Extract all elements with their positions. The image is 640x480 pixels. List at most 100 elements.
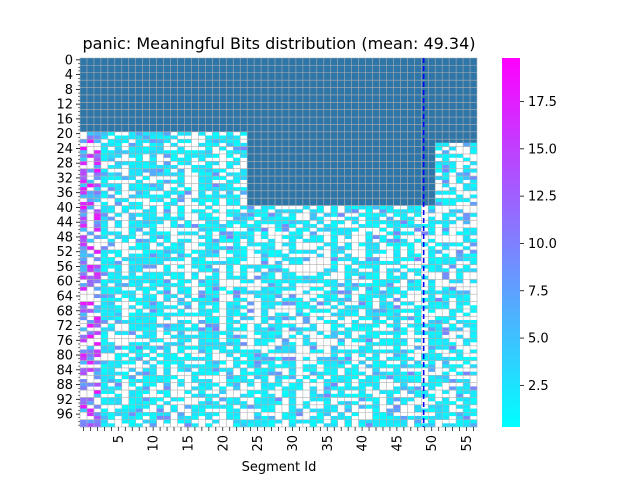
heatmap-cell <box>233 397 241 402</box>
heatmap-cell <box>135 165 143 169</box>
heatmap-cell <box>288 216 297 221</box>
heatmap-cell <box>205 415 213 420</box>
heatmap-cell <box>226 249 234 254</box>
heatmap-cell <box>344 268 352 273</box>
heatmap-cell <box>261 367 269 372</box>
heatmap-cell <box>107 327 116 332</box>
heatmap-cell <box>470 142 478 147</box>
heatmap-cell <box>198 342 206 347</box>
heatmap-cell <box>142 290 150 295</box>
heatmap-cell <box>358 371 366 376</box>
heatmap-cell <box>302 275 311 280</box>
heatmap-cell <box>219 404 227 409</box>
heatmap-cell <box>93 150 102 155</box>
heatmap-cell <box>428 423 436 428</box>
heatmap-cell <box>184 367 192 372</box>
heatmap-cell <box>107 249 116 254</box>
heatmap-cell <box>337 257 345 262</box>
heatmap-cell <box>379 290 387 295</box>
heatmap-cell <box>170 327 178 332</box>
heatmap-cell <box>456 242 464 247</box>
heatmap-cell <box>295 327 304 332</box>
heatmap-cell <box>86 353 95 358</box>
heatmap-cell <box>86 301 95 306</box>
heatmap-cell <box>142 419 150 424</box>
heatmap-cell <box>184 231 192 236</box>
heatmap-cell <box>261 393 269 398</box>
heatmap-cell <box>80 235 88 240</box>
heatmap-cell <box>128 187 136 192</box>
heatmap-cell <box>337 220 345 225</box>
heatmap-cell <box>442 301 450 306</box>
heatmap-cell <box>268 242 276 247</box>
heatmap-cell <box>428 205 436 210</box>
heatmap-cell <box>163 356 171 361</box>
heatmap-cell <box>386 397 394 402</box>
heatmap-cell <box>421 290 429 295</box>
heatmap-cell <box>386 220 394 225</box>
heatmap-cell <box>379 419 387 424</box>
heatmap-cell <box>428 375 436 380</box>
heatmap-cell <box>323 227 331 232</box>
heatmap-cell <box>233 401 241 406</box>
heatmap-cell <box>142 305 150 310</box>
heatmap-cell <box>288 367 297 372</box>
heatmap-cell <box>261 290 269 295</box>
heatmap-cell <box>219 135 227 140</box>
heatmap-cell <box>400 294 408 299</box>
heatmap-cell <box>86 419 95 424</box>
heatmap-cell <box>337 246 345 251</box>
heatmap-cell <box>205 235 213 240</box>
heatmap-cell <box>435 319 443 324</box>
heatmap-cell <box>323 268 331 273</box>
heatmap-cell <box>233 301 241 306</box>
heatmap-cell <box>442 176 450 180</box>
heatmap-cell <box>302 257 311 262</box>
heatmap-cell <box>309 286 317 291</box>
heatmap-cell <box>107 209 116 214</box>
heatmap-cell <box>337 393 345 398</box>
heatmap-cell <box>302 364 311 369</box>
heatmap-cell <box>86 334 95 339</box>
heatmap-cell <box>435 260 443 265</box>
heatmap-cell <box>414 312 422 317</box>
heatmap-cell <box>351 323 359 328</box>
heatmap-cell <box>393 327 401 332</box>
heatmap-cell <box>233 172 241 177</box>
heatmap-cell <box>100 172 109 177</box>
heatmap-cell <box>205 139 213 144</box>
heatmap-cell <box>407 216 415 221</box>
heatmap-cell <box>302 205 311 210</box>
heatmap-cell <box>107 150 116 155</box>
heatmap-cell <box>463 415 471 420</box>
heatmap-cell <box>442 364 450 369</box>
heatmap-cell <box>261 334 269 339</box>
heatmap-cell <box>226 379 234 383</box>
heatmap-cell <box>205 290 213 295</box>
heatmap-cell <box>135 312 143 317</box>
heatmap-cell <box>295 412 304 417</box>
heatmap-cell <box>449 312 457 317</box>
heatmap-cell <box>212 338 220 343</box>
heatmap-cell <box>86 179 95 184</box>
heatmap-cell <box>80 224 88 228</box>
heatmap-cell <box>400 327 408 332</box>
heatmap-cell <box>121 238 129 243</box>
heatmap-cell <box>261 305 269 310</box>
heatmap-cell <box>463 404 471 409</box>
heatmap-cell <box>268 264 276 269</box>
heatmap-cell <box>449 316 457 321</box>
heatmap-cell <box>288 371 297 376</box>
heatmap-cell <box>233 231 241 236</box>
heatmap-cell <box>184 279 192 284</box>
heatmap-cell <box>100 231 109 236</box>
heatmap-cell <box>226 338 234 343</box>
heatmap-cell <box>442 260 450 265</box>
heatmap-cell <box>163 268 171 273</box>
heatmap-cell <box>93 404 102 409</box>
heatmap-cell <box>344 353 352 358</box>
heatmap-cell <box>344 275 352 280</box>
heatmap-cell <box>288 246 297 251</box>
heatmap-cell <box>240 275 248 280</box>
heatmap-cell <box>205 353 213 358</box>
